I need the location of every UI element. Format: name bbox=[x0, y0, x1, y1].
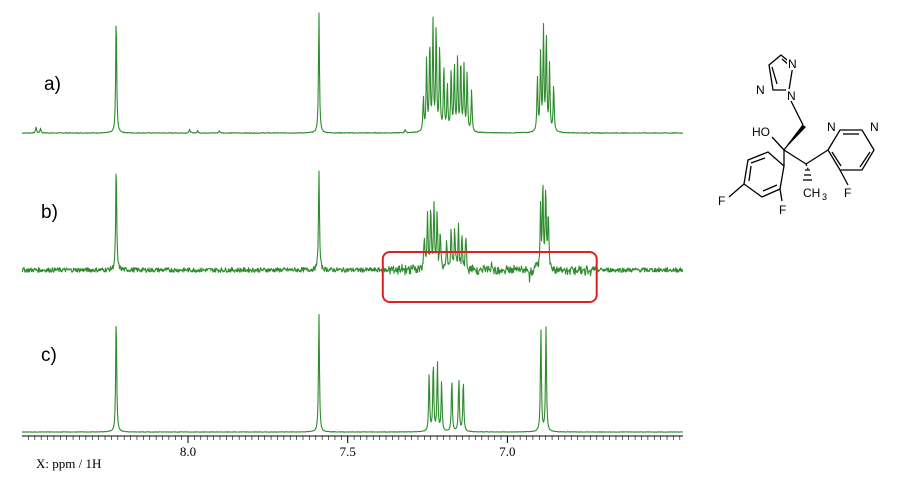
hash-bond bbox=[805, 163, 809, 170]
atom-n-pyrimidine-a: N bbox=[827, 120, 836, 134]
atom-f-para: F bbox=[718, 194, 725, 208]
pyrimidine-double-bond bbox=[831, 151, 842, 167]
atom-mask bbox=[787, 58, 797, 70]
x-axis-minor-ticks bbox=[28, 436, 681, 440]
spectrum-trace-c bbox=[21, 313, 684, 433]
atom-oh: HO bbox=[752, 125, 770, 139]
hashed-wedge bbox=[803, 169, 812, 181]
bond-phenyl-f2 bbox=[779, 188, 783, 202]
atom-mask bbox=[826, 120, 836, 133]
trace-label-a: a) bbox=[44, 74, 61, 95]
bond-n-ch2 bbox=[790, 100, 804, 126]
molecule-structure: N N N HO F F CH 3 bbox=[718, 54, 880, 217]
highlight-box bbox=[381, 251, 598, 303]
atom-n-triazole-attach: N bbox=[787, 89, 796, 103]
atom-mask bbox=[786, 89, 796, 101]
atom-mask bbox=[755, 84, 765, 96]
atom-mask bbox=[869, 120, 880, 133]
x-tick-label: 7.5 bbox=[340, 444, 356, 459]
atom-f-ortho: F bbox=[779, 203, 786, 217]
x-axis: 8.0 7.5 7.0 bbox=[22, 435, 683, 459]
spectrum-trace-a bbox=[21, 12, 684, 134]
x-tick-label: 7.0 bbox=[499, 444, 515, 459]
atom-n-triazole-left: N bbox=[756, 83, 765, 97]
bond-pyrimidine-f bbox=[839, 169, 849, 186]
triazole-double-bond bbox=[771, 66, 778, 85]
bond-phenyl-f bbox=[728, 183, 745, 198]
phenyl-double-bond bbox=[762, 184, 778, 192]
x-tick-label: 8.0 bbox=[180, 444, 196, 459]
atom-ch3-subscript: 3 bbox=[822, 192, 827, 202]
wedge-bond bbox=[784, 125, 806, 150]
spectrum-trace-b bbox=[21, 170, 684, 283]
phenyl-double-bond bbox=[750, 157, 766, 164]
atom-n-triazole-top: N bbox=[788, 57, 797, 71]
atom-ch3: CH bbox=[803, 186, 820, 200]
atom-f-pyrimidine: F bbox=[844, 186, 851, 200]
x-axis-title: X: ppm / 1H bbox=[36, 456, 101, 471]
atom-n-pyrimidine-b: N bbox=[870, 120, 879, 134]
pyrimidine-double-bond bbox=[859, 151, 871, 168]
bond-c-ch bbox=[783, 149, 807, 165]
trace-label-b: b) bbox=[41, 202, 58, 223]
trace-label-c: c) bbox=[41, 345, 57, 366]
phenyl-double-bond bbox=[748, 165, 752, 182]
x-axis-major-ticks: 8.0 7.5 7.0 bbox=[180, 436, 515, 459]
bond-c-oh bbox=[771, 136, 785, 151]
bond-ch-pyrimidine bbox=[805, 149, 829, 165]
pyrimidine-ring bbox=[827, 129, 875, 171]
